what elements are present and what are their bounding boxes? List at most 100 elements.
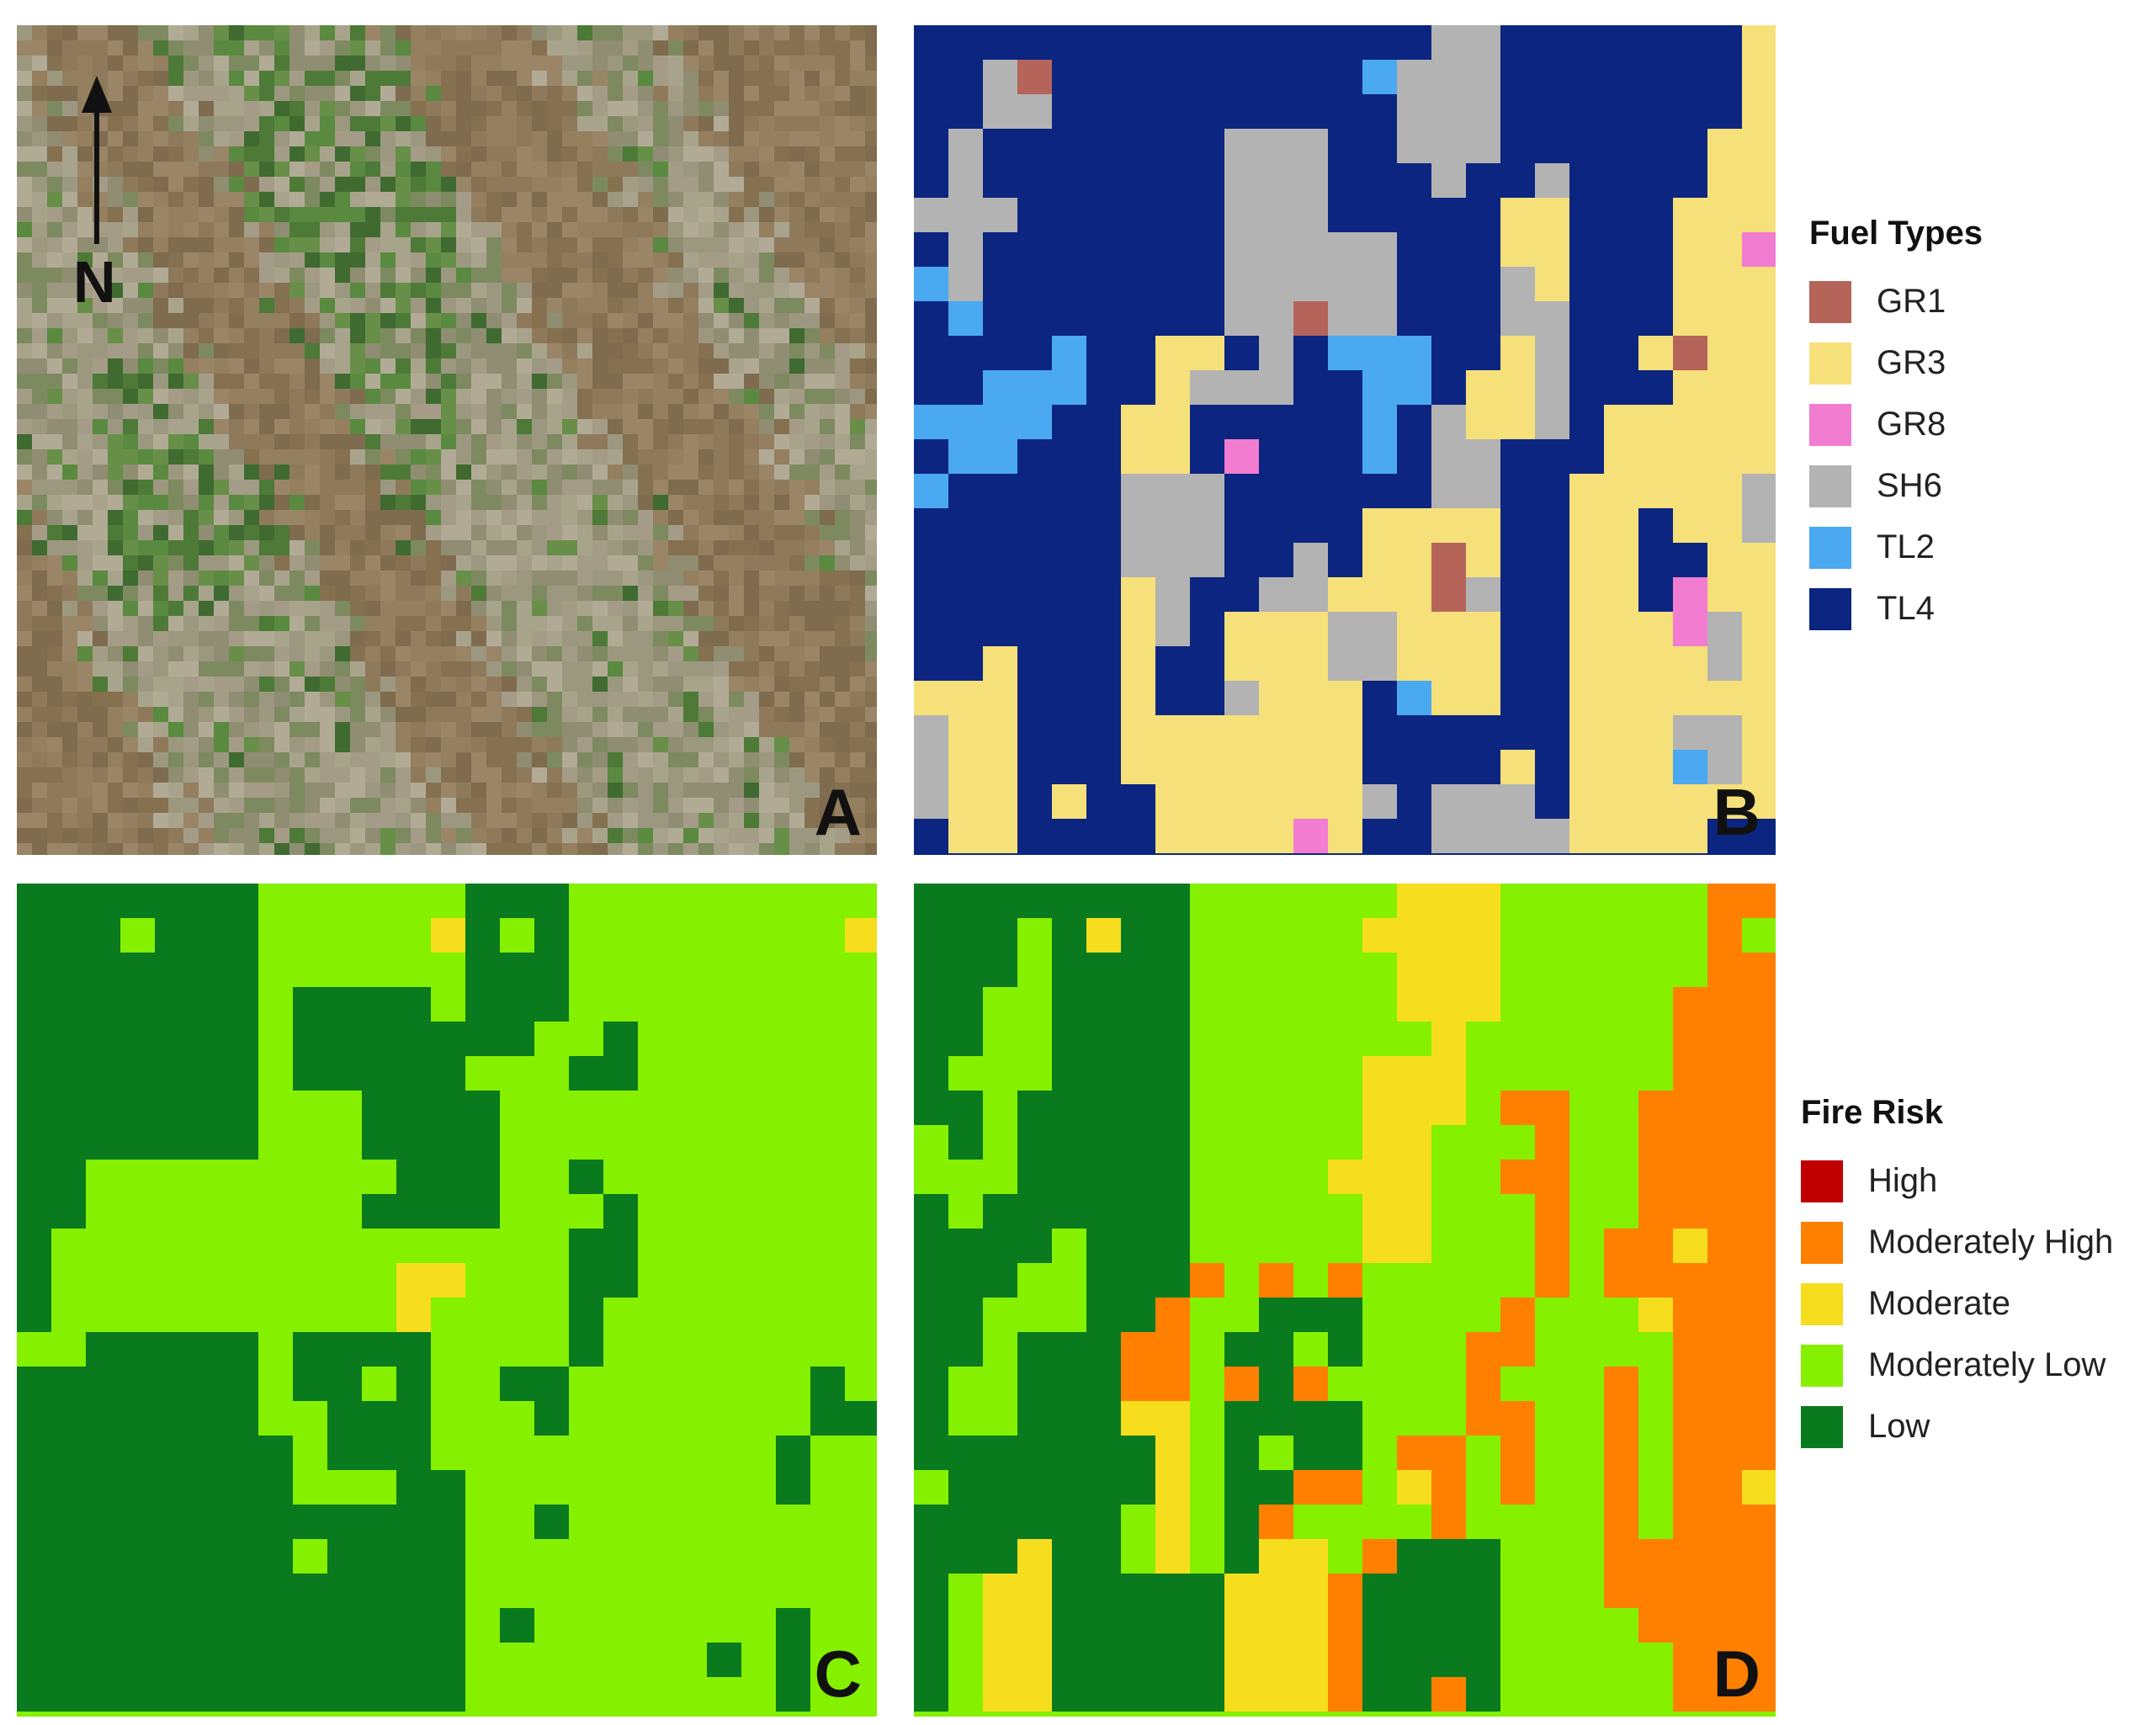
risk-cell-low	[569, 1298, 603, 1367]
aerial-texture-cell	[714, 131, 729, 146]
risk-cell-moderate	[1673, 1229, 1707, 1263]
aerial-texture-cell	[789, 192, 805, 207]
aerial-texture-cell	[714, 631, 729, 646]
fuel-cell-sh6	[1121, 474, 1224, 577]
aerial-texture-cell	[62, 616, 77, 631]
aerial-texture-cell	[592, 495, 608, 510]
aerial-texture-cell	[153, 525, 168, 540]
aerial-texture-cell	[123, 571, 138, 586]
fuel-cell-gr3	[1190, 336, 1224, 370]
aerial-texture-cell	[638, 283, 653, 298]
aerial-texture-cell	[335, 677, 350, 692]
aerial-texture-cell	[396, 374, 411, 389]
aerial-texture-cell	[638, 464, 653, 480]
aerial-texture-cell	[335, 192, 350, 207]
aerial-texture-cell	[608, 252, 623, 268]
aerial-texture-cell	[17, 510, 32, 525]
aerial-texture-cell	[17, 828, 32, 843]
aerial-texture-cell	[774, 222, 789, 237]
aerial-texture-cell	[32, 298, 47, 313]
aerial-texture-cell	[17, 146, 32, 162]
aerial-texture-cell	[623, 237, 638, 252]
aerial-texture-cell	[229, 571, 244, 586]
aerial-texture-cell	[805, 480, 820, 495]
aerial-texture-cell	[471, 237, 486, 252]
aerial-texture-cell	[168, 752, 183, 767]
aerial-texture-cell	[653, 56, 668, 71]
aerial-texture-cell	[532, 237, 547, 252]
aerial-texture-cell	[729, 192, 744, 207]
aerial-texture-cell	[698, 828, 714, 843]
aerial-texture-cell	[729, 283, 744, 298]
aerial-texture-cell	[865, 252, 877, 268]
aerial-texture-cell	[426, 586, 441, 601]
legend-swatch-gr1	[1809, 280, 1851, 323]
aerial-texture-cell	[183, 540, 199, 555]
aerial-texture-cell	[562, 374, 577, 389]
aerial-texture-cell	[426, 298, 441, 313]
aerial-texture-cell	[93, 601, 108, 616]
aerial-texture-cell	[441, 328, 456, 343]
aerial-texture-cell	[77, 374, 93, 389]
aerial-texture-cell	[850, 268, 865, 283]
legend-item-gr1: GR1	[1809, 271, 1983, 332]
aerial-texture-cell	[183, 798, 199, 813]
aerial-texture-cell	[47, 828, 62, 843]
aerial-texture-cell	[138, 464, 153, 480]
aerial-texture-cell	[592, 616, 608, 631]
aerial-texture-cell	[199, 419, 214, 434]
aerial-texture-cell	[62, 510, 77, 525]
aerial-texture-cell	[259, 298, 274, 313]
aerial-texture-cell	[396, 131, 411, 146]
aerial-texture-cell	[168, 222, 183, 237]
aerial-texture-cell	[426, 268, 441, 283]
aerial-texture-cell	[502, 464, 517, 480]
risk-cell-low	[1259, 1298, 1362, 1332]
aerial-texture-cell	[517, 131, 532, 146]
aerial-texture-cell	[138, 571, 153, 586]
aerial-texture-cell	[774, 616, 789, 631]
aerial-texture-cell	[714, 737, 729, 752]
aerial-texture-cell	[138, 25, 153, 40]
aerial-texture-cell	[214, 752, 229, 767]
aerial-texture-cell	[698, 404, 714, 419]
aerial-texture-cell	[547, 237, 562, 252]
aerial-texture-cell	[32, 419, 47, 434]
aerial-texture-cell	[411, 692, 426, 707]
aerial-texture-cell	[744, 56, 759, 71]
aerial-texture-cell	[789, 586, 805, 601]
aerial-texture-cell	[244, 358, 259, 374]
aerial-texture-cell	[320, 56, 335, 71]
aerial-texture-cell	[289, 86, 305, 101]
aerial-texture-cell	[365, 783, 380, 798]
aerial-texture-cell	[456, 767, 471, 783]
aerial-texture-cell	[532, 419, 547, 434]
aerial-texture-cell	[638, 252, 653, 268]
aerial-texture-cell	[350, 540, 365, 555]
fuel-cell-sh6	[1397, 94, 1431, 163]
aerial-texture-cell	[259, 555, 274, 571]
aerial-texture-cell	[183, 237, 199, 252]
aerial-texture-cell	[47, 389, 62, 404]
aerial-texture-cell	[244, 146, 259, 162]
aerial-texture-cell	[77, 510, 93, 525]
aerial-texture-cell	[562, 616, 577, 631]
aerial-texture-cell	[471, 146, 486, 162]
aerial-texture-cell	[729, 464, 744, 480]
aerial-texture-cell	[259, 56, 274, 71]
aerial-texture-cell	[320, 328, 335, 343]
aerial-texture-cell	[592, 767, 608, 783]
aerial-texture-cell	[638, 480, 653, 495]
aerial-texture-cell	[229, 525, 244, 540]
aerial-texture-cell	[274, 767, 289, 783]
aerial-texture-cell	[850, 404, 865, 419]
aerial-texture-cell	[168, 767, 183, 783]
aerial-texture-cell	[199, 677, 214, 692]
aerial-texture-cell	[77, 540, 93, 555]
aerial-texture-cell	[532, 404, 547, 419]
aerial-texture-cell	[683, 510, 698, 525]
aerial-texture-cell	[259, 237, 274, 252]
aerial-texture-cell	[456, 389, 471, 404]
aerial-texture-cell	[320, 692, 335, 707]
aerial-texture-cell	[789, 343, 805, 358]
